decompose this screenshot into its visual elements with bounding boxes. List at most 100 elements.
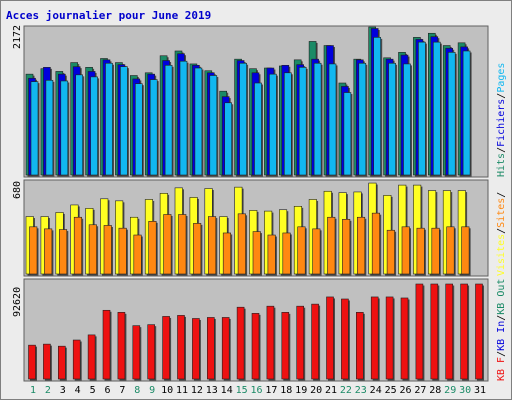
- bar-kbf-day-21: [326, 296, 334, 380]
- bar-pages-day-9: [149, 79, 158, 176]
- bar-pages-day-27: [418, 41, 426, 176]
- panel-kbytes: 92620 KB F/KB In/KB Out: [12, 278, 507, 382]
- x-tick-day-13: 13: [206, 385, 218, 396]
- bar-kbf-day-7: [117, 312, 126, 380]
- bar-sites-day-1: [29, 226, 38, 275]
- panel-visits-bars: [25, 182, 471, 276]
- bar-sites-day-4: [73, 216, 82, 275]
- bar-sites-day-18: [282, 232, 291, 275]
- bar-kbf-day-2: [43, 343, 51, 380]
- bar-pages-day-1: [30, 81, 39, 176]
- panel-hits-bars: [25, 26, 472, 177]
- panel-hits: 2172 Hits/Fichiers/Pages: [12, 25, 507, 178]
- x-tick-day-28: 28: [429, 385, 441, 396]
- bar-sites-day-19: [297, 226, 306, 275]
- bar-pages-day-21: [328, 63, 337, 176]
- bar-sites-day-7: [118, 227, 127, 275]
- legend3-item-4: KB Out: [496, 279, 507, 315]
- bar-pages-day-24: [373, 37, 382, 176]
- x-tick-day-5: 5: [90, 385, 96, 396]
- x-tick-day-12: 12: [191, 385, 203, 396]
- bar-kbf-day-15: [236, 306, 245, 380]
- bar-pages-day-10: [164, 64, 173, 176]
- bar-pages-day-28: [432, 41, 441, 176]
- bar-sites-day-30: [461, 226, 470, 275]
- bar-sites-day-23: [356, 216, 366, 275]
- bar-pages-day-3: [60, 80, 69, 176]
- bar-sites-day-10: [163, 214, 172, 275]
- bar-pages-day-16: [254, 82, 262, 176]
- panel-kbytes-max-label: 92620: [12, 287, 23, 317]
- bar-sites-day-12: [193, 223, 202, 275]
- bar-sites-day-6: [103, 225, 112, 275]
- bar-kbf-day-19: [296, 305, 305, 380]
- bar-sites-day-9: [148, 221, 157, 275]
- legend2-item-1: /: [496, 228, 507, 234]
- bar-sites-day-13: [208, 216, 217, 275]
- x-tick-day-10: 10: [161, 385, 173, 396]
- legend3-item-2: KB In: [496, 321, 507, 351]
- legend1-item-2: Fichiers: [496, 99, 507, 147]
- x-tick-day-4: 4: [75, 385, 81, 396]
- x-tick-day-2: 2: [45, 385, 51, 396]
- bar-sites-day-3: [58, 229, 68, 275]
- bar-kbf-day-17: [266, 305, 275, 380]
- bar-kbf-day-28: [430, 283, 439, 380]
- bar-kbf-day-24: [370, 296, 379, 380]
- bar-kbf-day-13: [207, 317, 215, 380]
- bar-kbf-day-6: [102, 309, 111, 380]
- panel-kbytes-bars: [28, 283, 484, 381]
- x-tick-day-19: 19: [295, 385, 307, 396]
- bar-sites-day-21: [327, 216, 336, 275]
- bar-kbf-day-22: [341, 298, 349, 380]
- bar-pages-day-23: [358, 62, 367, 176]
- x-tick-day-1: 1: [30, 385, 36, 396]
- x-tick-day-3: 3: [60, 385, 66, 396]
- bar-kbf-day-5: [87, 334, 96, 380]
- bar-kbf-day-31: [475, 283, 483, 380]
- x-tick-day-31: 31: [474, 385, 486, 396]
- legend2-item-0: Visites: [496, 234, 507, 276]
- bar-pages-day-5: [90, 76, 98, 176]
- x-tick-day-17: 17: [265, 385, 277, 396]
- legend1-item-3: /: [496, 93, 507, 99]
- x-tick-day-7: 7: [119, 385, 125, 396]
- bar-pages-day-4: [75, 74, 83, 176]
- bar-kbf-day-29: [445, 283, 454, 380]
- bar-sites-day-16: [252, 231, 261, 275]
- bar-kbf-day-18: [281, 312, 290, 380]
- bar-kbf-day-14: [221, 317, 230, 380]
- bar-kbf-day-11: [177, 315, 185, 380]
- legend3-item-0: KB F: [496, 357, 507, 381]
- bar-sites-day-14: [222, 232, 231, 275]
- bar-pages-day-6: [105, 62, 113, 176]
- bar-pages-day-19: [298, 67, 307, 176]
- bar-kbf-day-25: [385, 296, 394, 380]
- bar-sites-day-26: [401, 226, 410, 275]
- bar-sites-day-11: [178, 214, 187, 275]
- bar-sites-day-2: [44, 228, 53, 275]
- panel-hits-legend: Hits/Fichiers/Pages: [496, 63, 507, 177]
- legend3-item-3: /: [496, 315, 507, 321]
- bar-kbf-day-10: [162, 316, 170, 380]
- bar-pages-day-29: [447, 52, 456, 176]
- bar-sites-day-29: [446, 226, 455, 275]
- x-tick-day-26: 26: [399, 385, 411, 396]
- legend1-item-1: /: [496, 147, 507, 153]
- bar-pages-day-18: [283, 72, 292, 176]
- bar-kbf-day-12: [192, 318, 200, 380]
- legend1-item-4: Pages: [496, 63, 507, 93]
- x-tick-day-25: 25: [385, 385, 397, 396]
- bar-kbf-day-16: [251, 313, 260, 380]
- x-tick-day-6: 6: [104, 385, 110, 396]
- bar-kbf-day-30: [460, 283, 468, 380]
- panel-kbytes-legend: KB F/KB In/KB Out: [496, 279, 507, 381]
- x-tick-day-14: 14: [221, 385, 233, 396]
- panel-hits-max-label: 2172: [12, 25, 23, 49]
- bar-kbf-day-3: [57, 345, 66, 380]
- legend2-item-3: /: [496, 192, 507, 198]
- x-tick-day-21: 21: [325, 385, 337, 396]
- bar-pages-day-7: [120, 66, 128, 176]
- bar-pages-day-22: [343, 92, 352, 176]
- x-tick-day-24: 24: [370, 385, 382, 396]
